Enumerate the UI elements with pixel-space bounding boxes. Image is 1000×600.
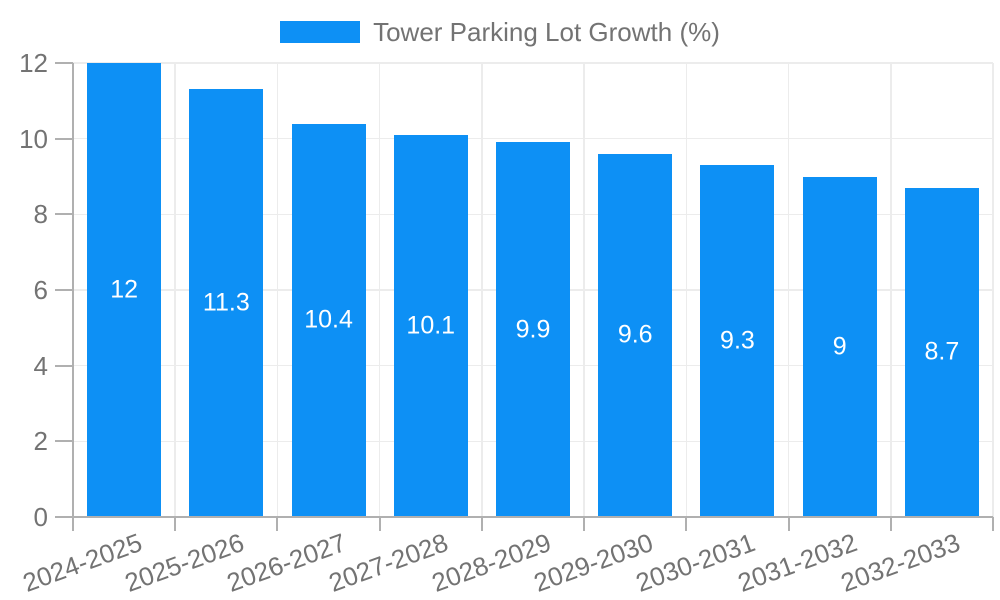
y-axis-tick-label: 8 bbox=[33, 199, 48, 230]
x-gridline bbox=[890, 63, 892, 517]
plot-area: 0 2 4 6 8 10 12 12 2024-2025 11.3 2025-2026 10.4 202… bbox=[19, 50, 994, 598]
x-tick bbox=[480, 517, 483, 531]
bar bbox=[598, 153, 673, 517]
x-tick bbox=[174, 517, 177, 531]
x-gridline bbox=[378, 63, 381, 517]
legend[interactable]: Tower Parking Lot Growth (%) bbox=[0, 17, 1000, 47]
bar bbox=[393, 134, 468, 517]
y-tick bbox=[55, 289, 73, 291]
x-gridline bbox=[583, 63, 585, 517]
x-gridline bbox=[174, 63, 176, 517]
bar-value-label: 12 bbox=[110, 275, 139, 304]
y-axis-tick-label: 10 bbox=[19, 123, 48, 154]
y-axis-tick-label: 6 bbox=[33, 275, 48, 305]
bar-value-label: 11.3 bbox=[202, 288, 250, 317]
y-gridline bbox=[73, 137, 993, 140]
bar bbox=[700, 165, 775, 517]
x-tick bbox=[889, 517, 892, 531]
x-axis-line bbox=[55, 516, 993, 518]
x-axis-tick-label: 2032-2033 bbox=[836, 527, 964, 598]
x-axis-tick-label: 2031-2032 bbox=[734, 527, 862, 598]
bar bbox=[87, 63, 162, 517]
bar bbox=[496, 142, 570, 517]
bar-value-label: 10.1 bbox=[406, 311, 456, 340]
y-tick bbox=[55, 364, 73, 367]
legend-label: Tower Parking Lot Growth (%) bbox=[373, 17, 720, 47]
y-axis-tick-label: 0 bbox=[33, 502, 48, 532]
x-tick bbox=[787, 517, 790, 531]
bar-value-label: 10.4 bbox=[304, 305, 353, 334]
x-gridline bbox=[481, 63, 483, 517]
bar-value-label: 9.9 bbox=[515, 315, 551, 344]
y-tick bbox=[55, 440, 73, 443]
bar bbox=[291, 123, 366, 517]
bar bbox=[802, 176, 877, 517]
x-gridline bbox=[685, 63, 688, 517]
x-gridline bbox=[276, 63, 279, 517]
y-axis-line bbox=[72, 63, 74, 531]
y-axis-tick-label: 4 bbox=[33, 350, 48, 381]
y-gridline bbox=[73, 62, 993, 64]
y-tick bbox=[55, 137, 73, 140]
x-tick bbox=[992, 517, 994, 531]
bar-value-label: 9.6 bbox=[617, 320, 653, 349]
bar bbox=[189, 89, 264, 517]
bar bbox=[904, 187, 979, 517]
y-tick bbox=[55, 213, 73, 216]
bar-value-label: 8.7 bbox=[924, 337, 960, 366]
y-tick bbox=[55, 62, 73, 64]
bar-value-label: 9 bbox=[832, 332, 847, 361]
legend-swatch[interactable] bbox=[280, 21, 361, 43]
y-axis-tick-label: 2 bbox=[33, 426, 48, 457]
y-axis-tick-label: 12 bbox=[19, 48, 48, 78]
x-gridline bbox=[992, 63, 994, 517]
x-tick bbox=[685, 517, 688, 531]
x-tick bbox=[583, 517, 586, 531]
x-gridline bbox=[787, 63, 790, 517]
bar-value-label: 9.3 bbox=[720, 326, 755, 355]
x-tick bbox=[378, 517, 381, 531]
x-tick bbox=[276, 517, 279, 531]
